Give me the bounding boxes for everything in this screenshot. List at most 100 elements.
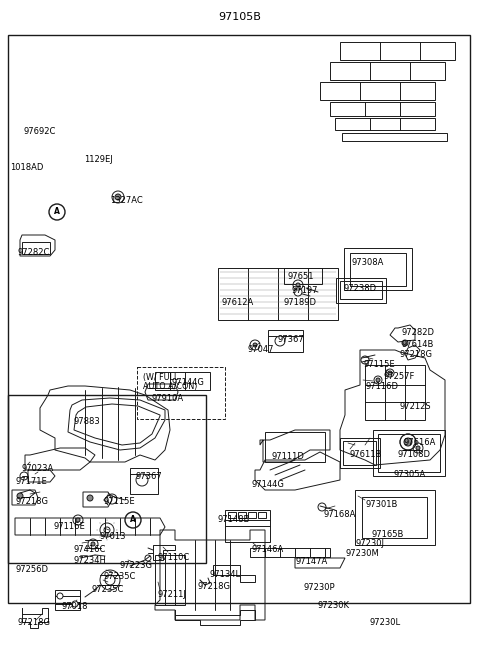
Text: 97238D: 97238D — [343, 284, 376, 293]
Circle shape — [76, 518, 80, 522]
Bar — [336, 278, 386, 303]
Text: 97165B: 97165B — [372, 530, 404, 539]
Text: 97692C: 97692C — [24, 127, 56, 136]
Text: A: A — [54, 207, 60, 216]
Text: 97612A: 97612A — [222, 298, 254, 307]
Bar — [355, 490, 435, 545]
Circle shape — [136, 474, 148, 486]
Text: 97115E: 97115E — [103, 497, 134, 506]
Text: 1129EJ: 1129EJ — [84, 155, 113, 164]
Circle shape — [72, 601, 78, 607]
Text: AUTO A/CON): AUTO A/CON) — [143, 382, 197, 391]
Text: 97367: 97367 — [278, 335, 305, 344]
Bar — [155, 372, 210, 390]
Text: 97116E: 97116E — [54, 522, 86, 531]
Circle shape — [91, 542, 95, 546]
Circle shape — [17, 493, 23, 499]
Circle shape — [402, 340, 408, 346]
Text: 97047: 97047 — [248, 345, 275, 354]
Text: 97147A: 97147A — [296, 557, 328, 566]
Circle shape — [275, 336, 285, 346]
Text: 97235C: 97235C — [92, 585, 124, 594]
Text: 97148B: 97148B — [218, 515, 251, 524]
Bar — [342, 133, 447, 141]
Text: 97018: 97018 — [62, 602, 88, 611]
Bar — [350, 253, 406, 286]
Text: 97218G: 97218G — [18, 618, 51, 627]
Text: 97023A: 97023A — [22, 464, 54, 473]
Text: 97651: 97651 — [287, 272, 313, 281]
Bar — [330, 102, 435, 116]
Bar — [365, 365, 425, 420]
Text: 97910A: 97910A — [152, 394, 184, 403]
Circle shape — [388, 371, 392, 375]
Text: 97282C: 97282C — [18, 248, 50, 257]
Bar — [265, 432, 325, 462]
Circle shape — [115, 194, 121, 200]
Text: 97218G: 97218G — [16, 497, 49, 506]
Bar — [8, 395, 206, 563]
Bar — [250, 548, 330, 557]
Text: 97218G: 97218G — [198, 582, 231, 591]
Text: A: A — [130, 516, 136, 525]
Text: 97223G: 97223G — [119, 561, 152, 570]
Bar — [373, 430, 445, 476]
Text: 97611B: 97611B — [350, 450, 383, 459]
Text: 97115E: 97115E — [363, 360, 395, 369]
Text: 97108D: 97108D — [397, 450, 430, 459]
Bar — [258, 512, 266, 518]
Text: 97616A: 97616A — [404, 438, 436, 447]
Text: 97146A: 97146A — [252, 545, 284, 554]
Circle shape — [294, 288, 302, 296]
Text: 1327AC: 1327AC — [110, 196, 143, 205]
Bar — [362, 497, 427, 538]
Bar — [343, 441, 376, 465]
Text: 97305A: 97305A — [393, 470, 425, 479]
Bar — [228, 512, 236, 518]
Bar — [340, 281, 382, 299]
Bar — [344, 248, 412, 290]
Text: 97105B: 97105B — [218, 12, 262, 22]
Bar — [340, 42, 455, 60]
Bar — [22, 242, 50, 254]
Bar — [218, 268, 338, 320]
Text: 97218G: 97218G — [400, 350, 433, 359]
Circle shape — [404, 438, 412, 446]
Bar — [284, 268, 322, 284]
Text: 97230J: 97230J — [355, 539, 384, 548]
Circle shape — [416, 446, 420, 450]
Text: 97144G: 97144G — [172, 378, 205, 387]
Text: 97134L: 97134L — [210, 570, 241, 579]
Bar — [320, 82, 435, 100]
Text: 97197: 97197 — [291, 286, 317, 295]
Bar — [248, 512, 256, 518]
Circle shape — [57, 593, 63, 599]
Bar — [238, 512, 246, 518]
Text: 97116D: 97116D — [366, 382, 399, 391]
Text: 97256D: 97256D — [16, 565, 49, 574]
Circle shape — [87, 495, 93, 501]
Text: 97171E: 97171E — [16, 477, 48, 486]
Bar — [378, 434, 440, 472]
Bar — [225, 510, 270, 542]
Circle shape — [296, 283, 300, 287]
Text: 97111D: 97111D — [272, 452, 305, 461]
Text: 97230L: 97230L — [370, 618, 401, 627]
Circle shape — [376, 378, 380, 382]
Bar — [340, 438, 380, 468]
Text: 97189D: 97189D — [284, 298, 317, 307]
Text: (W/ FULL: (W/ FULL — [143, 373, 179, 382]
Bar — [335, 118, 435, 130]
Text: 97367: 97367 — [136, 472, 163, 481]
Text: 97110C: 97110C — [158, 553, 190, 562]
Text: 1018AD: 1018AD — [10, 163, 43, 172]
Text: 97883: 97883 — [74, 417, 101, 426]
Circle shape — [253, 343, 257, 347]
Text: 97230M: 97230M — [345, 549, 379, 558]
Text: 97235C: 97235C — [104, 572, 136, 581]
Text: 97416C: 97416C — [73, 545, 106, 554]
Text: 97212S: 97212S — [400, 402, 432, 411]
Bar — [268, 330, 303, 352]
Bar — [8, 35, 470, 603]
Text: 97234H: 97234H — [73, 556, 106, 565]
